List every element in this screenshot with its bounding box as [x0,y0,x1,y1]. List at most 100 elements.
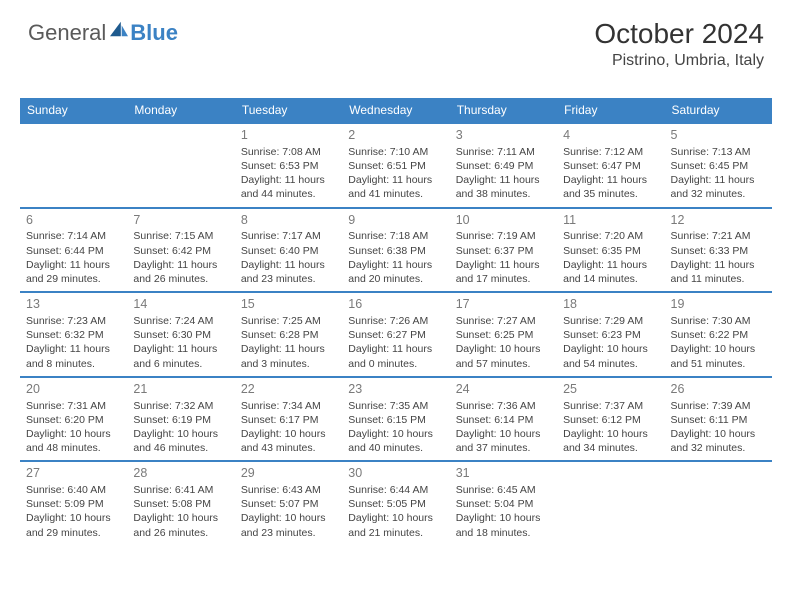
calendar-cell [127,123,234,208]
sunset-text: Sunset: 6:25 PM [456,328,551,342]
sunrise-text: Sunrise: 7:18 AM [348,229,443,243]
daylight-line1: Daylight: 10 hours [456,342,551,356]
calendar-cell: 4Sunrise: 7:12 AMSunset: 6:47 PMDaylight… [557,123,664,208]
daylight-line2: and 37 minutes. [456,441,551,455]
sunrise-text: Sunrise: 7:13 AM [671,145,766,159]
calendar-cell: 11Sunrise: 7:20 AMSunset: 6:35 PMDayligh… [557,208,664,293]
sunset-text: Sunset: 5:04 PM [456,497,551,511]
day-number: 24 [456,381,551,398]
day-header-monday: Monday [127,98,234,123]
sunset-text: Sunset: 5:07 PM [241,497,336,511]
calendar-table: SundayMondayTuesdayWednesdayThursdayFrid… [20,98,772,545]
day-number: 26 [671,381,766,398]
day-number: 12 [671,212,766,229]
day-number: 22 [241,381,336,398]
sunset-text: Sunset: 6:20 PM [26,413,121,427]
sunset-text: Sunset: 6:35 PM [563,244,658,258]
calendar-cell: 5Sunrise: 7:13 AMSunset: 6:45 PMDaylight… [665,123,772,208]
calendar-cell: 1Sunrise: 7:08 AMSunset: 6:53 PMDaylight… [235,123,342,208]
day-number: 27 [26,465,121,482]
daylight-line1: Daylight: 10 hours [563,427,658,441]
daylight-line2: and 40 minutes. [348,441,443,455]
daylight-line2: and 20 minutes. [348,272,443,286]
sunrise-text: Sunrise: 7:23 AM [26,314,121,328]
header-right: October 2024 Pistrino, Umbria, Italy [594,18,764,70]
week-row: 27Sunrise: 6:40 AMSunset: 5:09 PMDayligh… [20,461,772,545]
day-header-thursday: Thursday [450,98,557,123]
daylight-line2: and 32 minutes. [671,441,766,455]
day-number: 17 [456,296,551,313]
day-number: 6 [26,212,121,229]
daylight-line1: Daylight: 11 hours [133,258,228,272]
daylight-line1: Daylight: 10 hours [133,511,228,525]
daylight-line1: Daylight: 11 hours [241,258,336,272]
daylight-line2: and 18 minutes. [456,526,551,540]
daylight-line2: and 43 minutes. [241,441,336,455]
calendar-head: SundayMondayTuesdayWednesdayThursdayFrid… [20,98,772,123]
calendar-cell: 16Sunrise: 7:26 AMSunset: 6:27 PMDayligh… [342,292,449,377]
calendar-cell: 28Sunrise: 6:41 AMSunset: 5:08 PMDayligh… [127,461,234,545]
sunrise-text: Sunrise: 7:14 AM [26,229,121,243]
day-number: 19 [671,296,766,313]
day-number: 20 [26,381,121,398]
daylight-line2: and 0 minutes. [348,357,443,371]
sunset-text: Sunset: 6:28 PM [241,328,336,342]
sunrise-text: Sunrise: 6:41 AM [133,483,228,497]
daylight-line1: Daylight: 11 hours [26,258,121,272]
day-number: 28 [133,465,228,482]
calendar-cell: 14Sunrise: 7:24 AMSunset: 6:30 PMDayligh… [127,292,234,377]
week-row: 13Sunrise: 7:23 AMSunset: 6:32 PMDayligh… [20,292,772,377]
daylight-line1: Daylight: 11 hours [671,258,766,272]
sunrise-text: Sunrise: 7:37 AM [563,399,658,413]
daylight-line1: Daylight: 10 hours [456,511,551,525]
sunset-text: Sunset: 6:22 PM [671,328,766,342]
daylight-line2: and 17 minutes. [456,272,551,286]
sunrise-text: Sunrise: 7:35 AM [348,399,443,413]
daylight-line2: and 46 minutes. [133,441,228,455]
calendar-cell: 15Sunrise: 7:25 AMSunset: 6:28 PMDayligh… [235,292,342,377]
daylight-line2: and 14 minutes. [563,272,658,286]
calendar-cell: 29Sunrise: 6:43 AMSunset: 5:07 PMDayligh… [235,461,342,545]
daylight-line1: Daylight: 10 hours [26,511,121,525]
day-number: 5 [671,127,766,144]
daylight-line2: and 26 minutes. [133,272,228,286]
sunset-text: Sunset: 6:44 PM [26,244,121,258]
daylight-line1: Daylight: 11 hours [456,173,551,187]
sunset-text: Sunset: 6:53 PM [241,159,336,173]
sunset-text: Sunset: 6:45 PM [671,159,766,173]
day-number: 16 [348,296,443,313]
sunset-text: Sunset: 6:33 PM [671,244,766,258]
sunset-text: Sunset: 6:51 PM [348,159,443,173]
calendar-cell [557,461,664,545]
daylight-line1: Daylight: 11 hours [456,258,551,272]
daylight-line1: Daylight: 11 hours [563,258,658,272]
calendar-cell: 6Sunrise: 7:14 AMSunset: 6:44 PMDaylight… [20,208,127,293]
calendar-cell: 19Sunrise: 7:30 AMSunset: 6:22 PMDayligh… [665,292,772,377]
sunrise-text: Sunrise: 7:10 AM [348,145,443,159]
day-number: 1 [241,127,336,144]
daylight-line2: and 23 minutes. [241,272,336,286]
week-row: 20Sunrise: 7:31 AMSunset: 6:20 PMDayligh… [20,377,772,462]
sunset-text: Sunset: 6:38 PM [348,244,443,258]
week-row: 1Sunrise: 7:08 AMSunset: 6:53 PMDaylight… [20,123,772,208]
sunrise-text: Sunrise: 7:15 AM [133,229,228,243]
day-number: 8 [241,212,336,229]
sunrise-text: Sunrise: 7:32 AM [133,399,228,413]
daylight-line2: and 48 minutes. [26,441,121,455]
calendar-cell: 10Sunrise: 7:19 AMSunset: 6:37 PMDayligh… [450,208,557,293]
daylight-line2: and 57 minutes. [456,357,551,371]
daylight-line2: and 51 minutes. [671,357,766,371]
sunrise-text: Sunrise: 6:44 AM [348,483,443,497]
sunset-text: Sunset: 6:17 PM [241,413,336,427]
daylight-line1: Daylight: 10 hours [133,427,228,441]
sunrise-text: Sunrise: 7:12 AM [563,145,658,159]
sunrise-text: Sunrise: 7:21 AM [671,229,766,243]
daylight-line1: Daylight: 11 hours [563,173,658,187]
daylight-line1: Daylight: 11 hours [26,342,121,356]
daylight-line2: and 11 minutes. [671,272,766,286]
sunrise-text: Sunrise: 7:39 AM [671,399,766,413]
day-header-wednesday: Wednesday [342,98,449,123]
sunset-text: Sunset: 6:15 PM [348,413,443,427]
daylight-line2: and 35 minutes. [563,187,658,201]
sunrise-text: Sunrise: 7:26 AM [348,314,443,328]
